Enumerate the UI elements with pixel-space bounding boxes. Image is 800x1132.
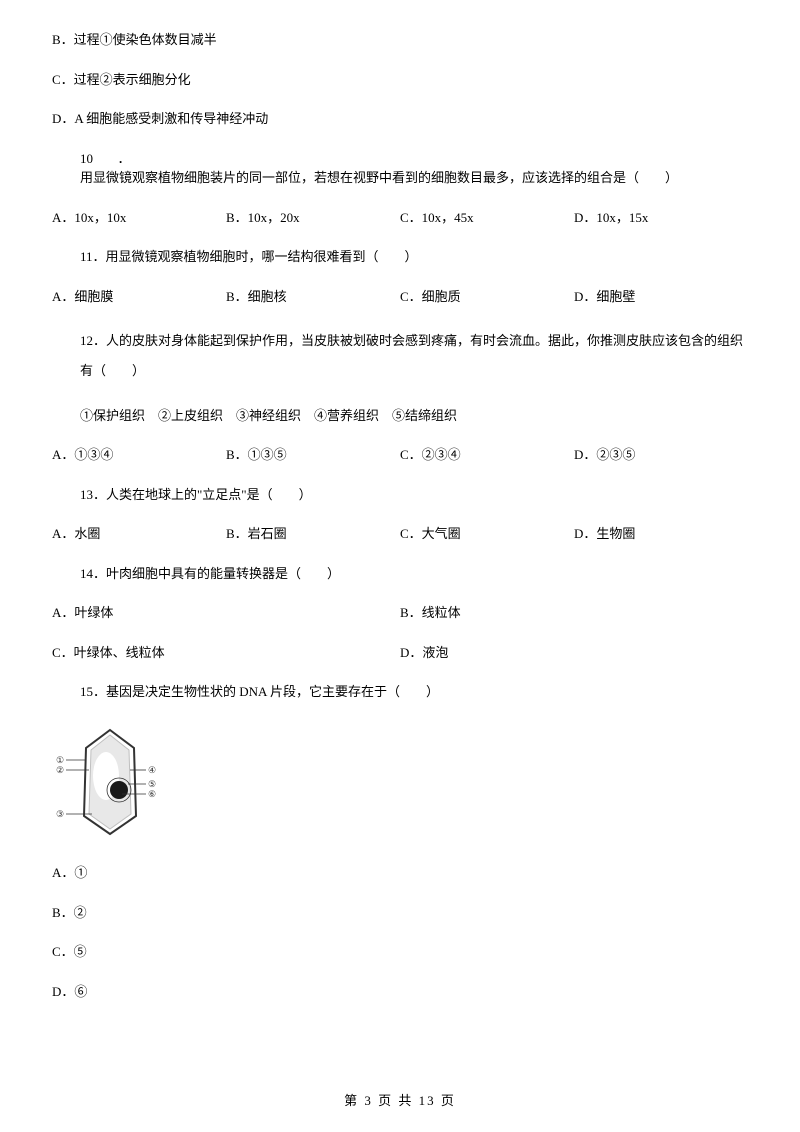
q14-opt-d: D．液泡 [400,643,748,663]
q13-stem: 13．人类在地球上的"立足点"是（ ） [52,485,748,505]
q11-options: A．细胞膜 B．细胞核 C．细胞质 D．细胞壁 [52,287,748,307]
q11-opt-a: A．细胞膜 [52,287,226,307]
q10-opt-b: B．10x，20x [226,208,400,228]
q12-opt-c: C．②③④ [400,445,574,465]
q15-stem: 15．基因是决定生物性状的 DNA 片段，它主要存在于（ ） [52,682,748,702]
q13-opt-c: C．大气圈 [400,524,574,544]
q14-stem: 14．叶肉细胞中具有的能量转换器是（ ） [52,564,748,584]
q12-options: A．①③④ B．①③⑤ C．②③④ D．②③⑤ [52,445,748,465]
q14-opt-b: B．线粒体 [400,603,748,623]
q13-opt-d: D．生物圈 [574,524,748,544]
cell-diagram-svg: ①② ③ ④ ⑤⑥ [52,722,160,842]
q11-opt-d: D．细胞壁 [574,287,748,307]
q11-opt-b: B．细胞核 [226,287,400,307]
q10-text: 用显微镜观察植物细胞装片的同一部位，若想在视野中看到的细胞数目最多，应该选择的组… [80,170,678,185]
svg-text:②: ② [56,765,64,775]
q10-opt-a: A．10x，10x [52,208,226,228]
q9-option-d: D．A 细胞能感受刺激和传导神经冲动 [52,109,748,129]
q12-opt-a: A．①③④ [52,445,226,465]
q14-options-2: C．叶绿体、线粒体 D．液泡 [52,643,748,663]
svg-text:④: ④ [148,765,156,775]
q10-dot: ． [118,151,131,166]
svg-text:①: ① [56,755,64,765]
q14-opt-c: C．叶绿体、线粒体 [52,643,400,663]
q10-stem: 10 ． 用显微镜观察植物细胞装片的同一部位，若想在视野中看到的细胞数目最多，应… [52,149,748,188]
svg-text:③: ③ [56,809,64,819]
svg-text:⑥: ⑥ [148,789,156,799]
page-footer: 第 3 页 共 13 页 [0,1091,800,1111]
q12-stem: 12．人的皮肤对身体能起到保护作用，当皮肤被划破时会感到疼痛，有时会流血。据此，… [52,326,748,386]
q9-option-c: C．过程②表示细胞分化 [52,70,748,90]
cell-diagram: ①② ③ ④ ⑤⑥ [52,722,748,848]
q10-number: 10 [80,151,93,166]
q15-opt-a: A．① [52,863,748,883]
q11-stem: 11．用显微镜观察植物细胞时，哪一结构很难看到（ ） [52,247,748,267]
q12-sub: ①保护组织 ②上皮组织 ③神经组织 ④营养组织 ⑤结缔组织 [52,406,748,426]
q13-opt-a: A．水圈 [52,524,226,544]
q11-opt-c: C．细胞质 [400,287,574,307]
q14-opt-a: A．叶绿体 [52,603,400,623]
q10-opt-c: C．10x，45x [400,208,574,228]
q13-opt-b: B．岩石圈 [226,524,400,544]
q10-options: A．10x，10x B．10x，20x C．10x，45x D．10x，15x [52,208,748,228]
q13-options: A．水圈 B．岩石圈 C．大气圈 D．生物圈 [52,524,748,544]
q12-opt-b: B．①③⑤ [226,445,400,465]
q15-opt-b: B．② [52,903,748,923]
q14-options-1: A．叶绿体 B．线粒体 [52,603,748,623]
q12-opt-d: D．②③⑤ [574,445,748,465]
q15-opt-d: D．⑥ [52,982,748,1002]
q9-option-b: B．过程①使染色体数目减半 [52,30,748,50]
q10-opt-d: D．10x，15x [574,208,748,228]
svg-text:⑤: ⑤ [148,779,156,789]
q15-opt-c: C．⑤ [52,942,748,962]
